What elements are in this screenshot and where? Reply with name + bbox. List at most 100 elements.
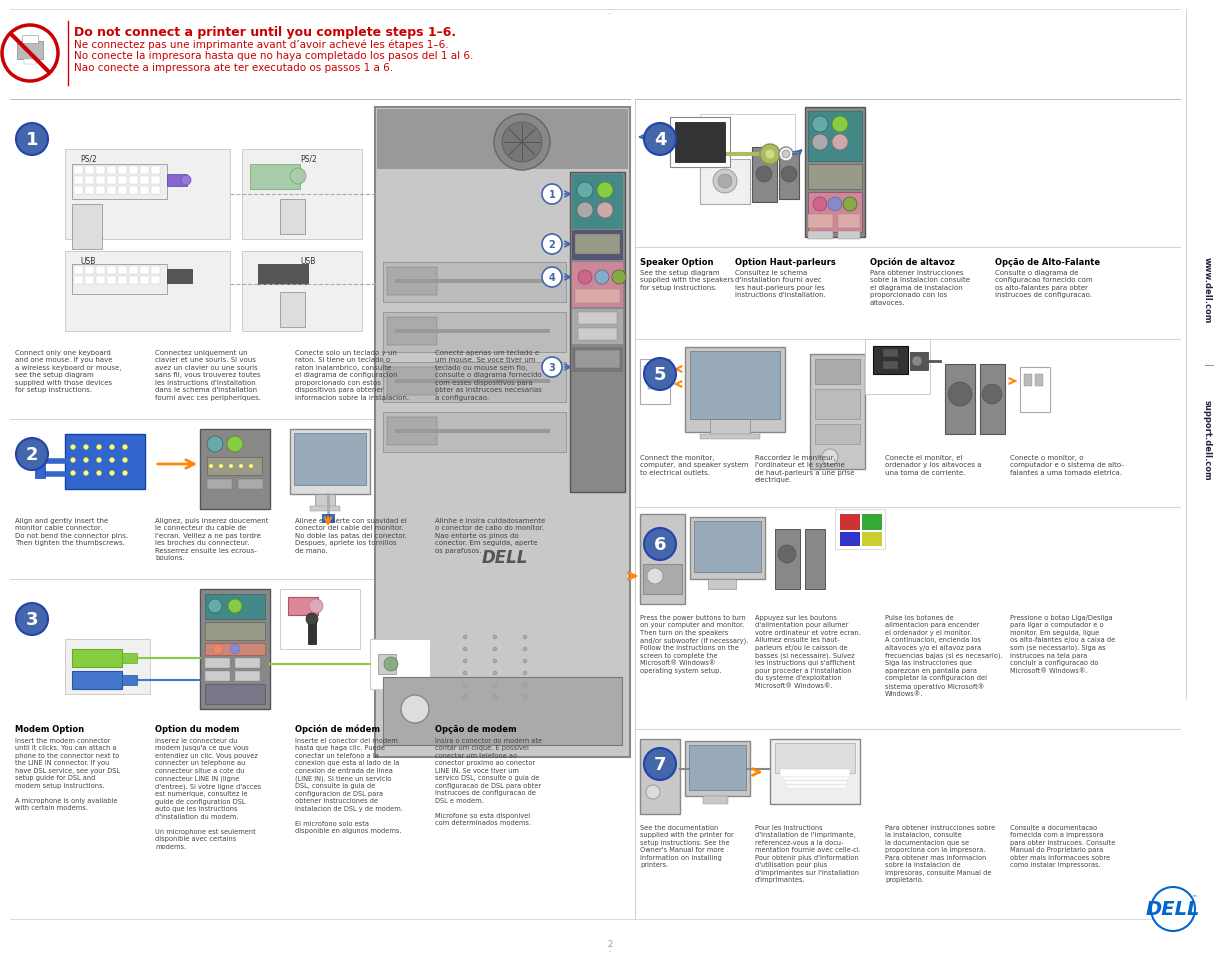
Circle shape [912,356,922,367]
Circle shape [778,545,796,563]
Text: DELL: DELL [650,757,669,762]
Text: PS/2: PS/2 [300,154,317,164]
Bar [205,622,265,640]
Text: support.dell.com: support.dell.com [1202,399,1212,479]
Bar [322,515,334,522]
Text: Ne connectez pas une imprimante avant d’avoir achevé les étapes 1–6.: Ne connectez pas une imprimante avant d’… [74,39,449,50]
Bar [85,167,94,174]
Bar [386,268,436,295]
Text: Opción de módem: Opción de módem [295,724,380,734]
Circle shape [110,458,115,463]
Circle shape [828,198,842,212]
Circle shape [713,170,737,193]
Bar [377,110,628,170]
Text: 7: 7 [653,755,667,773]
Bar [752,148,777,203]
Circle shape [833,117,848,132]
Text: Pressione o botao Liga/Desliga
para ligar o computador e o
monitor. Em seguida, : Pressione o botao Liga/Desliga para liga… [1011,615,1115,673]
Bar [809,355,865,470]
Bar [837,232,859,240]
Text: Pulse los botones de
alimentacion para encender
el ordenador y el monitor.
A con: Pulse los botones de alimentacion para e… [885,615,1002,697]
Circle shape [502,123,542,163]
Bar [578,313,617,325]
Circle shape [523,636,527,639]
Text: Press the power buttons to turn
on your computer and monitor.
Then turn on the s: Press the power buttons to turn on your … [640,615,748,673]
Bar [129,276,138,285]
Circle shape [542,185,562,205]
Circle shape [463,683,467,687]
Circle shape [983,385,1002,405]
Circle shape [644,358,677,391]
Bar [640,359,670,405]
Bar [775,530,800,589]
Circle shape [756,167,772,183]
Bar [74,267,83,274]
Circle shape [492,659,497,663]
Bar [129,267,138,274]
Bar [205,643,265,656]
Bar [96,177,105,185]
Circle shape [542,268,562,288]
Circle shape [96,471,101,476]
Bar [167,174,187,187]
Text: ™: ™ [1191,895,1197,900]
Circle shape [597,183,613,199]
Circle shape [227,436,243,453]
Bar [315,495,335,506]
Bar [122,654,137,663]
Bar [785,781,847,784]
Circle shape [180,175,191,186]
Bar [35,456,45,478]
Circle shape [239,464,243,469]
Circle shape [812,135,828,151]
Text: Connect only one keyboard
and one mouse. If you have
a wireless keyboard or mous: Connect only one keyboard and one mouse.… [15,350,122,393]
Text: Option du modem: Option du modem [155,724,239,733]
Bar [575,351,620,369]
Circle shape [523,683,527,687]
Bar [708,579,736,589]
Text: Raccordez le moniteur,
l'ordinateur et le systeme
de haut-parleurs a une prise
e: Raccordez le moniteur, l'ordinateur et l… [755,455,855,483]
Circle shape [577,183,592,199]
Bar [383,363,566,402]
Bar [572,348,623,373]
Bar [65,252,230,332]
Circle shape [644,124,677,156]
Text: DELL: DELL [1146,900,1201,919]
Bar [675,123,725,163]
Bar [258,265,308,285]
Circle shape [612,271,627,285]
Bar [980,365,1004,435]
Bar [883,350,898,357]
Bar [375,108,630,758]
Bar [308,619,316,644]
Bar [140,187,149,194]
Bar [140,177,149,185]
Circle shape [833,135,848,151]
Bar [107,187,116,194]
Circle shape [597,203,613,219]
Circle shape [207,436,223,453]
Text: Conecte el monitor, el
ordenador y los altavoces a
una toma de corriente.: Conecte el monitor, el ordenador y los a… [885,455,981,476]
Bar [805,530,825,589]
Bar [72,205,102,250]
Bar [107,167,116,174]
Text: Conecte o monitor, o
computador e o sistema de alto-
falantes a uma tomada eletr: Conecte o monitor, o computador e o sist… [1011,455,1124,476]
Circle shape [644,529,677,560]
Bar [770,740,859,804]
Bar [837,214,859,229]
Bar [151,167,160,174]
Circle shape [16,438,48,471]
Bar [840,533,859,546]
Text: Alignez, puis inserez doucement
le connecteur du cable de
l'ecran. Veillez a ne : Alignez, puis inserez doucement le conne… [155,517,268,561]
Bar [96,167,105,174]
Bar [24,60,37,65]
Circle shape [578,271,592,285]
Bar [167,270,193,284]
Bar [383,678,622,745]
Bar [808,112,862,162]
Text: 5: 5 [653,366,667,384]
Bar [96,187,105,194]
Circle shape [492,671,497,676]
Bar [386,368,436,395]
Bar [17,42,43,60]
